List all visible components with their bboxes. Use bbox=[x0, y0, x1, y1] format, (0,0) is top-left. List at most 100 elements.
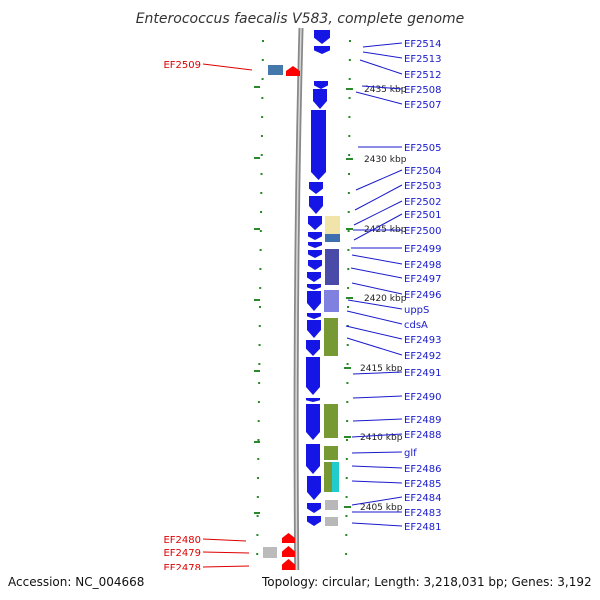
tick-left bbox=[260, 135, 263, 137]
tick-left bbox=[259, 268, 262, 270]
reverse-gene-arrow bbox=[282, 559, 295, 570]
forward-gene-label: EF2484 bbox=[404, 493, 442, 504]
reverse-leader-line bbox=[202, 63, 253, 71]
forward-gene-label: EF2483 bbox=[404, 508, 442, 519]
annotation-box bbox=[325, 234, 340, 242]
annotation-box bbox=[324, 446, 338, 460]
forward-gene-label: EF2507 bbox=[404, 100, 442, 111]
forward-gene-arrow bbox=[307, 272, 321, 282]
accession-label: Accession: NC_004668 bbox=[8, 575, 144, 589]
forward-gene-label: EF2501 bbox=[404, 210, 442, 221]
tick-right bbox=[348, 154, 351, 156]
kbp-label: 2420 kbp bbox=[364, 294, 407, 304]
footer-background bbox=[0, 570, 600, 600]
forward-gene-label: EF2485 bbox=[404, 479, 442, 490]
forward-leader-line bbox=[351, 451, 403, 454]
tick-right bbox=[347, 230, 350, 232]
forward-gene-arrow bbox=[307, 476, 321, 500]
forward-gene-arrow bbox=[314, 81, 328, 89]
forward-gene-arrow bbox=[309, 182, 323, 194]
annotation-box bbox=[325, 249, 339, 285]
tick-left bbox=[256, 496, 259, 498]
reverse-gene-arrow bbox=[282, 546, 295, 557]
forward-gene-label: EF2496 bbox=[404, 290, 442, 301]
forward-leader-line bbox=[361, 85, 403, 90]
tick-right bbox=[348, 116, 351, 118]
tick-right bbox=[347, 268, 350, 270]
reverse-gene-label: EF2509 bbox=[163, 60, 201, 71]
tick-left bbox=[257, 477, 260, 479]
tick-right bbox=[346, 382, 349, 384]
tick-right bbox=[346, 401, 349, 403]
tick-left bbox=[258, 382, 261, 384]
tick-left bbox=[257, 458, 260, 460]
forward-gene-label: EF2512 bbox=[404, 70, 442, 81]
forward-gene-arrow bbox=[306, 357, 320, 395]
forward-gene-label: EF2481 bbox=[404, 522, 442, 533]
forward-gene-label: EF2500 bbox=[404, 226, 442, 237]
tick-right bbox=[345, 439, 348, 441]
forward-gene-label: EF2505 bbox=[404, 143, 442, 154]
forward-gene-label: glf bbox=[404, 448, 417, 459]
tick-left bbox=[262, 40, 264, 42]
forward-gene-label: uppS bbox=[404, 305, 429, 316]
reverse-leader-line bbox=[202, 551, 250, 554]
forward-leader-line bbox=[352, 371, 403, 375]
major-tick-left bbox=[254, 157, 260, 159]
forward-gene-label: EF2491 bbox=[404, 368, 442, 379]
tick-right bbox=[346, 344, 349, 346]
forward-leader-line bbox=[359, 59, 403, 75]
forward-gene-arrow bbox=[313, 89, 327, 109]
forward-gene-label: EF2489 bbox=[404, 415, 442, 426]
gene-marker bbox=[263, 547, 277, 558]
kbp-tick bbox=[344, 367, 351, 369]
forward-gene-arrow bbox=[306, 444, 320, 474]
genome-summary: Topology: circular; Length: 3,218,031 bp… bbox=[261, 575, 592, 589]
forward-gene-arrow bbox=[307, 291, 321, 311]
forward-leader-line bbox=[351, 254, 403, 265]
forward-leader-line bbox=[362, 42, 403, 48]
tick-right bbox=[345, 477, 348, 479]
forward-leader-line bbox=[352, 395, 403, 399]
annotation-box bbox=[325, 517, 338, 526]
reverse-gene-label: EF2479 bbox=[163, 548, 201, 559]
forward-leader-line bbox=[346, 337, 403, 356]
forward-gene-arrow bbox=[314, 46, 330, 54]
tick-right bbox=[347, 211, 350, 213]
forward-leader-line bbox=[351, 433, 403, 438]
forward-leader-line bbox=[347, 299, 403, 310]
tick-right bbox=[346, 363, 349, 365]
tick-right bbox=[349, 40, 351, 42]
forward-leader-line bbox=[345, 325, 403, 340]
tick-left bbox=[260, 211, 263, 213]
tick-right bbox=[345, 515, 348, 517]
tick-right bbox=[348, 135, 351, 137]
kbp-label: 2415 kbp bbox=[360, 364, 403, 374]
forward-gene-arrow bbox=[309, 196, 323, 214]
forward-leader-line bbox=[350, 267, 403, 279]
tick-left bbox=[259, 230, 262, 232]
forward-leader-line bbox=[351, 282, 403, 295]
tick-left bbox=[260, 192, 263, 194]
reverse-gene-label: EF2480 bbox=[163, 535, 201, 546]
backbone-highlight bbox=[295, 27, 302, 600]
label-leaders bbox=[202, 42, 403, 587]
kbp-tick bbox=[346, 158, 353, 160]
kbp-label: 2430 kbp bbox=[364, 155, 407, 165]
forward-gene-label: EF2492 bbox=[404, 351, 442, 362]
tick-left bbox=[261, 116, 264, 118]
major-tick-left bbox=[254, 370, 260, 372]
kbp-label: 2405 kbp bbox=[360, 503, 403, 513]
annotation-box bbox=[324, 404, 338, 438]
reverse-gene-arrow bbox=[282, 533, 295, 543]
forward-gene-arrow bbox=[308, 216, 322, 230]
forward-gene-arrow bbox=[308, 232, 322, 240]
forward-leader-line bbox=[354, 184, 403, 211]
tick-right bbox=[345, 496, 348, 498]
forward-gene-arrow bbox=[308, 242, 322, 248]
forward-leader-line bbox=[346, 310, 403, 325]
chromosome-backbone bbox=[293, 27, 304, 600]
forward-gene-label: EF2486 bbox=[404, 464, 442, 475]
